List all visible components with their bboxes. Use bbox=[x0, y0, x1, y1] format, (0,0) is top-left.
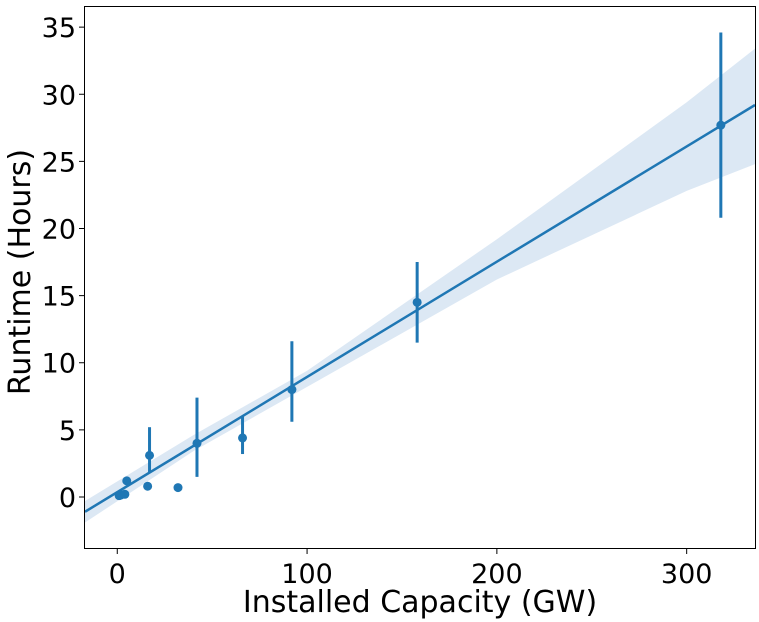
y-tick-label: 5 bbox=[59, 416, 76, 447]
data-point bbox=[173, 483, 183, 493]
regression-line bbox=[84, 103, 756, 513]
data-point bbox=[412, 297, 422, 307]
y-tick-label: 20 bbox=[42, 215, 76, 246]
x-tick-label: 200 bbox=[471, 559, 523, 590]
y-tick-label: 15 bbox=[42, 282, 76, 313]
x-axis-ticks: 0 100 200 300 bbox=[109, 548, 713, 590]
data-point-layer bbox=[114, 120, 726, 501]
data-point bbox=[143, 481, 153, 491]
confidence-band bbox=[85, 48, 755, 523]
data-point bbox=[716, 120, 726, 130]
confidence-band-layer bbox=[85, 48, 755, 523]
data-point bbox=[122, 476, 132, 486]
x-tick-label: 300 bbox=[661, 559, 713, 590]
regression-line-layer bbox=[84, 103, 756, 513]
data-point bbox=[238, 433, 248, 443]
y-tick-label: 35 bbox=[42, 13, 76, 44]
error-bar-layer bbox=[148, 32, 723, 477]
x-tick-label: 0 bbox=[109, 559, 126, 590]
x-axis-label: Installed Capacity (GW) bbox=[243, 585, 597, 620]
plot-frame bbox=[84, 6, 756, 549]
data-point bbox=[287, 385, 297, 395]
data-point bbox=[120, 489, 130, 499]
y-tick-label: 25 bbox=[42, 147, 76, 178]
y-tick-label: 30 bbox=[42, 80, 76, 111]
y-tick-label: 10 bbox=[42, 349, 76, 380]
data-point bbox=[192, 438, 202, 448]
x-tick-label: 100 bbox=[281, 559, 333, 590]
data-point bbox=[145, 450, 155, 460]
y-axis-ticks: 0 5 10 15 20 25 30 35 bbox=[42, 13, 85, 514]
y-tick-label: 0 bbox=[59, 483, 76, 514]
y-axis-label: Runtime (Hours) bbox=[3, 149, 38, 395]
